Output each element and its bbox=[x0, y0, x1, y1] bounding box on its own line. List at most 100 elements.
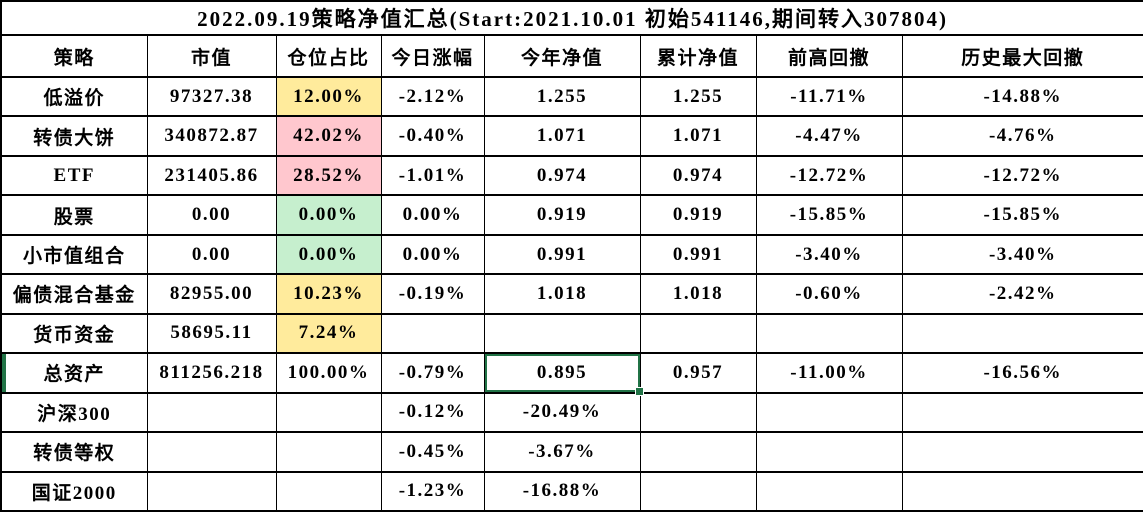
cumulative-nav-cell[interactable]: 0.991 bbox=[639, 233, 757, 276]
max-drawdown-cell[interactable]: -15.85% bbox=[901, 194, 1143, 236]
cumulative-nav-cell[interactable]: 0.919 bbox=[639, 194, 757, 236]
row-label[interactable]: 小市值组合 bbox=[0, 233, 148, 276]
ytd-nav-cell[interactable]: -16.88% bbox=[483, 470, 641, 512]
position-ratio-cell[interactable]: 0.00% bbox=[275, 233, 382, 276]
ytd-nav-cell[interactable]: 1.071 bbox=[483, 115, 641, 157]
max-drawdown-cell[interactable]: -14.88% bbox=[901, 75, 1143, 118]
column-header-market-value[interactable]: 市值 bbox=[146, 34, 277, 78]
market-value-cell[interactable]: 97327.38 bbox=[146, 75, 277, 118]
position-ratio-cell[interactable] bbox=[275, 431, 382, 473]
drawdown-from-high-cell[interactable]: -11.00% bbox=[755, 352, 903, 394]
daily-change-cell[interactable]: -1.23% bbox=[380, 470, 485, 512]
cumulative-nav-cell[interactable]: 1.071 bbox=[639, 115, 757, 157]
cumulative-nav-cell[interactable] bbox=[639, 312, 757, 355]
cumulative-nav-cell[interactable]: 0.974 bbox=[639, 154, 757, 197]
position-ratio-cell[interactable]: 10.23% bbox=[275, 273, 382, 315]
position-ratio-cell[interactable]: 12.00% bbox=[275, 75, 382, 118]
market-value-cell[interactable]: 340872.87 bbox=[146, 115, 277, 157]
row-label[interactable]: 总资产 bbox=[0, 352, 148, 394]
max-drawdown-cell[interactable]: -2.42% bbox=[901, 273, 1143, 315]
column-header-ytd-nav[interactable]: 今年净值 bbox=[483, 34, 641, 78]
market-value-cell[interactable] bbox=[146, 391, 277, 434]
max-drawdown-cell[interactable]: -12.72% bbox=[901, 154, 1143, 197]
row-label[interactable]: 货币资金 bbox=[0, 312, 148, 355]
drawdown-from-high-cell[interactable]: -0.60% bbox=[755, 273, 903, 315]
ytd-nav-cell[interactable] bbox=[483, 312, 641, 355]
column-header-daily-change[interactable]: 今日涨幅 bbox=[380, 34, 485, 78]
daily-change-cell[interactable]: -0.40% bbox=[380, 115, 485, 157]
daily-change-cell[interactable]: 0.00% bbox=[380, 194, 485, 236]
position-ratio-cell[interactable]: 42.02% bbox=[275, 115, 382, 157]
max-drawdown-cell[interactable] bbox=[901, 391, 1143, 434]
cumulative-nav-cell[interactable]: 1.018 bbox=[639, 273, 757, 315]
row-label[interactable]: 低溢价 bbox=[0, 75, 148, 118]
daily-change-cell[interactable]: -0.19% bbox=[380, 273, 485, 315]
position-ratio-cell[interactable] bbox=[275, 391, 382, 434]
column-header-max-drawdown[interactable]: 历史最大回撤 bbox=[901, 34, 1143, 78]
cumulative-nav-cell[interactable] bbox=[639, 431, 757, 473]
position-ratio-cell[interactable]: 0.00% bbox=[275, 194, 382, 236]
drawdown-from-high-cell[interactable]: -12.72% bbox=[755, 154, 903, 197]
max-drawdown-cell[interactable]: -4.76% bbox=[901, 115, 1143, 157]
row-label[interactable]: ETF bbox=[0, 154, 148, 197]
daily-change-cell[interactable] bbox=[380, 312, 485, 355]
ytd-nav-cell[interactable]: 1.255 bbox=[483, 75, 641, 118]
daily-change-cell[interactable]: -0.12% bbox=[380, 391, 485, 434]
market-value-cell[interactable]: 811256.218 bbox=[146, 352, 277, 394]
drawdown-from-high-cell[interactable]: -3.40% bbox=[755, 233, 903, 276]
market-value-cell[interactable]: 0.00 bbox=[146, 233, 277, 276]
ytd-nav-cell[interactable]: 0.991 bbox=[483, 233, 641, 276]
row-label[interactable]: 国证2000 bbox=[0, 470, 148, 512]
cumulative-nav-cell[interactable] bbox=[639, 470, 757, 512]
drawdown-from-high-cell[interactable]: -4.47% bbox=[755, 115, 903, 157]
column-header-drawdown-from-high[interactable]: 前高回撤 bbox=[755, 34, 903, 78]
market-value-cell[interactable]: 0.00 bbox=[146, 194, 277, 236]
daily-change-cell[interactable]: -1.01% bbox=[380, 154, 485, 197]
position-ratio-cell[interactable]: 100.00% bbox=[275, 352, 382, 394]
row-label[interactable]: 股票 bbox=[0, 194, 148, 236]
table-row: 总资产 811256.218 100.00% -0.79% 0.895 0.957 -11.… bbox=[0, 352, 1143, 398]
drawdown-from-high-cell[interactable] bbox=[755, 431, 903, 473]
max-drawdown-cell[interactable] bbox=[901, 312, 1143, 355]
ytd-nav-cell[interactable]: -20.49% bbox=[483, 391, 641, 434]
drawdown-from-high-cell[interactable]: -15.85% bbox=[755, 194, 903, 236]
position-ratio-cell[interactable] bbox=[275, 470, 382, 512]
cumulative-nav-cell[interactable] bbox=[639, 391, 757, 434]
daily-change-cell[interactable]: -0.45% bbox=[380, 431, 485, 473]
drawdown-from-high-cell[interactable]: -11.71% bbox=[755, 75, 903, 118]
market-value-cell[interactable]: 231405.86 bbox=[146, 154, 277, 197]
column-header-cumulative-nav[interactable]: 累计净值 bbox=[639, 34, 757, 78]
drawdown-from-high-cell[interactable] bbox=[755, 312, 903, 355]
max-drawdown-cell[interactable]: -16.56% bbox=[901, 352, 1143, 394]
daily-change-cell[interactable]: -2.12% bbox=[380, 75, 485, 118]
market-value-cell[interactable]: 82955.00 bbox=[146, 273, 277, 315]
row-label[interactable]: 转债等权 bbox=[0, 431, 148, 473]
ytd-nav-cell[interactable]: 0.974 bbox=[483, 154, 641, 197]
max-drawdown-cell[interactable]: -3.40% bbox=[901, 233, 1143, 276]
cumulative-nav-cell[interactable]: 1.255 bbox=[639, 75, 757, 118]
position-ratio-cell[interactable]: 28.52% bbox=[275, 154, 382, 197]
column-header-position-ratio[interactable]: 仓位占比 bbox=[275, 34, 382, 78]
ytd-nav-cell[interactable]: 0.919 bbox=[483, 194, 641, 236]
row-label[interactable]: 偏债混合基金 bbox=[0, 273, 148, 315]
cumulative-nav-cell[interactable]: 0.957 bbox=[639, 352, 757, 394]
ytd-nav-cell[interactable]: 1.018 bbox=[483, 273, 641, 315]
max-drawdown-cell[interactable] bbox=[901, 470, 1143, 512]
max-drawdown-cell[interactable] bbox=[901, 431, 1143, 473]
market-value-cell[interactable] bbox=[146, 470, 277, 512]
drawdown-from-high-cell[interactable] bbox=[755, 391, 903, 434]
daily-change-cell[interactable]: -0.79% bbox=[380, 352, 485, 394]
column-header-strategy[interactable]: 策略 bbox=[0, 34, 148, 78]
row-label[interactable]: 沪深300 bbox=[0, 391, 148, 434]
header-row: 策略 市值 仓位占比 今日涨幅 今年净值 累计净值 前高回撤 历史最大回撤 bbox=[0, 34, 1143, 78]
row-label[interactable]: 转债大饼 bbox=[0, 115, 148, 157]
position-ratio-cell[interactable]: 7.24% bbox=[275, 312, 382, 355]
ytd-nav-cell[interactable]: 0.895 bbox=[483, 352, 644, 398]
ytd-nav-cell[interactable]: -3.67% bbox=[483, 431, 641, 473]
table-row: 股票 0.00 0.00% 0.00% 0.919 0.919 -15.85% -15.85% bbox=[0, 194, 1143, 236]
market-value-cell[interactable]: 58695.11 bbox=[146, 312, 277, 355]
drawdown-from-high-cell[interactable] bbox=[755, 470, 903, 512]
table-title-cell[interactable]: 2022.09.19策略净值汇总(Start:2021.10.01 初始5411… bbox=[0, 0, 1143, 36]
daily-change-cell[interactable]: 0.00% bbox=[380, 233, 485, 276]
market-value-cell[interactable] bbox=[146, 431, 277, 473]
